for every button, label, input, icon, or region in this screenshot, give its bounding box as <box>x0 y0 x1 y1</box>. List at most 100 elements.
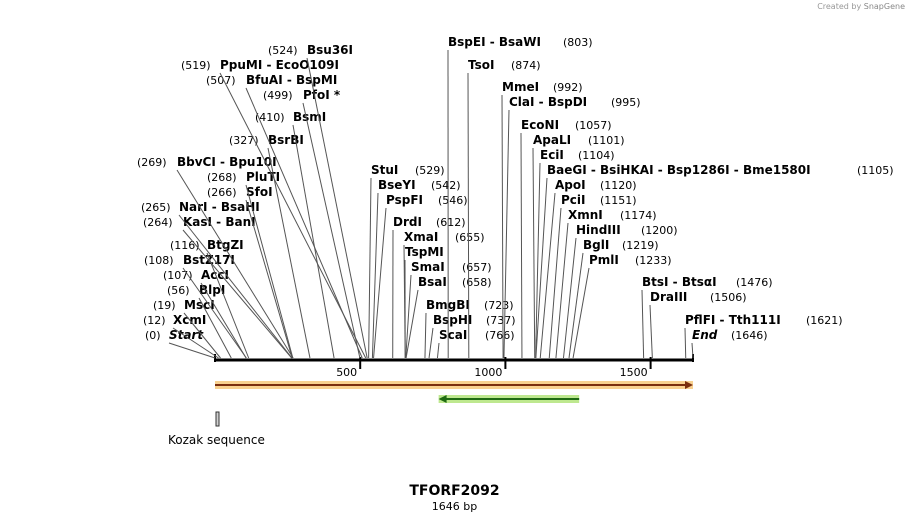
site-name: BfuAI - BspMI <box>246 73 337 87</box>
site-name: PspFI <box>386 193 423 207</box>
sequence-name: TFORF2092 <box>409 483 500 499</box>
site-position: (1151) <box>600 194 637 207</box>
site-position: (529) <box>415 164 445 177</box>
snapgene-credit: Created by SnapGene <box>817 2 905 11</box>
site-position: (612) <box>436 216 466 229</box>
site-btsi-bts-i: BtsI - BtsαI (1476) <box>641 275 773 359</box>
reverse-orf-head <box>438 395 447 403</box>
site-name: BtsI - BtsαI <box>642 275 717 289</box>
site-name: EciI <box>540 148 564 162</box>
site-leader <box>373 207 387 359</box>
site-name: BlpI <box>199 283 225 297</box>
site-name: PfoI * <box>303 88 341 102</box>
site-leader <box>535 162 541 359</box>
site-position: (995) <box>611 96 641 109</box>
site-bsai: BsaI (658) <box>405 275 492 359</box>
site-xmni: XmnI (1174) <box>555 208 657 359</box>
credit-brand: SnapGene <box>863 2 905 11</box>
site-position: (107) <box>163 269 193 282</box>
site-leader <box>182 267 247 359</box>
site-name: BseYI <box>378 178 416 192</box>
site-leader <box>172 327 219 359</box>
site-name: BsrBI <box>268 133 304 147</box>
site-leader <box>428 327 434 359</box>
site-tsoi: TsoI (874) <box>467 58 541 359</box>
site-position: (1200) <box>641 224 678 237</box>
site-leader <box>200 282 247 359</box>
site-position: (1506) <box>710 291 747 304</box>
sequence-map: 50010001500Start(0)XcmI(12)MscI(19)BlpI(… <box>137 35 894 447</box>
site-tspmi: TspMI <box>404 245 444 359</box>
site-leader <box>535 177 548 359</box>
site-name: PpuMI - EcoO109I <box>220 58 339 72</box>
site-name: Bsu36I <box>307 43 353 57</box>
site-position: (265) <box>141 201 171 214</box>
site-leader <box>691 342 694 359</box>
site-leader <box>405 274 412 359</box>
site-draiii: DraIII (1506) <box>649 290 747 359</box>
site-leader <box>306 57 368 359</box>
ruler-tick-label: 1500 <box>620 366 648 379</box>
site-position: (264) <box>143 216 173 229</box>
site-position: (266) <box>207 186 237 199</box>
site-position: (519) <box>181 59 211 72</box>
site-bsu36i: Bsu36I (524) <box>268 43 368 359</box>
site-position: (1120) <box>600 179 637 192</box>
site-position: (658) <box>462 276 492 289</box>
site-leader <box>267 147 311 359</box>
site-name: KasI - BanI <box>183 215 256 229</box>
site-position: (269) <box>137 156 167 169</box>
site-pcii: PciI (1151) <box>548 193 637 359</box>
site-name: BsmI <box>293 110 326 124</box>
site-baegi-bsihkai-bsp1286i-bme1580i: BaeGI - BsiHKAI - Bsp1286I - Bme1580I (11… <box>535 163 894 359</box>
site-name: MscI <box>184 298 215 312</box>
site-position: (542) <box>431 179 461 192</box>
site-position: (737) <box>486 314 516 327</box>
site-leader <box>245 199 293 359</box>
site-leader <box>467 72 470 359</box>
site-pfoi: PfoI * (499) <box>263 88 361 359</box>
site-name: MmeI <box>502 80 539 94</box>
site-apoi: ApoI (1120) <box>539 178 637 359</box>
site-bgli: BglI (1219) <box>568 238 659 359</box>
site-position: (1057) <box>575 119 612 132</box>
site-name: BaeGI - BsiHKAI - Bsp1286I - Bme1580I <box>547 163 811 177</box>
site-leader <box>176 169 294 359</box>
site-name: DrdI <box>393 215 422 229</box>
site-position: (116) <box>170 239 200 252</box>
site-position: (874) <box>511 59 541 72</box>
site-hindiii: HindIII (1200) <box>562 223 678 359</box>
site-bspei-bsawi: BspEI - BsaWI (803) <box>447 35 593 359</box>
site-leader <box>572 267 590 359</box>
sequence-length: 1646 bp <box>431 500 478 513</box>
site-name: PciI <box>561 193 586 207</box>
site-acci: AccI (107) <box>163 268 247 359</box>
site-name: HindIII <box>576 223 621 237</box>
site-pspfi: PspFI (546) <box>373 193 468 359</box>
site-position: (1174) <box>620 209 657 222</box>
site-btgzi: BtgZI (116) <box>170 238 250 359</box>
site-leader <box>520 132 523 359</box>
site-name: BglI <box>583 238 609 252</box>
site-leader <box>178 214 293 359</box>
site-clai-bspdi: ClaI - BspDI (995) <box>503 95 641 359</box>
site-leader <box>539 192 556 359</box>
site-econi: EcoNI (1057) <box>520 118 612 359</box>
site-name: EcoNI <box>521 118 559 132</box>
site-name: StuI <box>371 163 398 177</box>
site-position: (1233) <box>635 254 672 267</box>
site-name: ClaI - BspDI <box>509 95 587 109</box>
reverse-orf-arrow <box>438 395 580 403</box>
site-position: (327) <box>229 134 259 147</box>
site-position: (499) <box>263 89 293 102</box>
site-smai: SmaI (657) <box>405 260 492 359</box>
kozak-sequence-label: Kozak sequence <box>168 433 265 447</box>
site-leader <box>532 147 536 359</box>
site-kasi-bani: KasI - BanI (264) <box>143 215 293 359</box>
site-name: BspEI - BsaWI <box>448 35 541 49</box>
site-position: (1104) <box>578 149 615 162</box>
site-name: Start <box>169 328 204 342</box>
site-leader <box>245 184 294 359</box>
site-position: (0) <box>145 329 161 342</box>
site-leader <box>649 304 653 359</box>
